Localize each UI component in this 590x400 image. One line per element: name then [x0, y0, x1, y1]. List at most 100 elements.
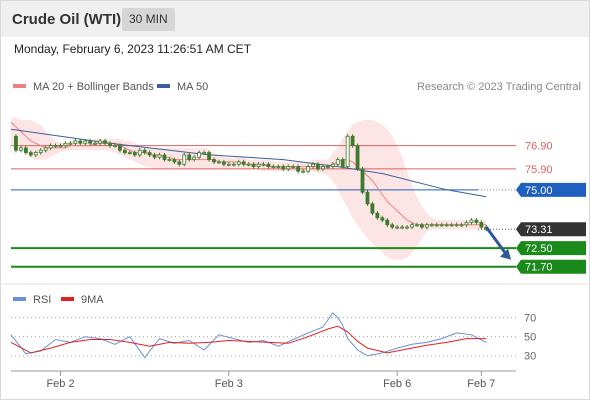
copyright-text: Research © 2023 Trading Central — [417, 81, 581, 93]
candle-body — [28, 152, 33, 156]
candle-body — [330, 163, 335, 167]
candle-body — [311, 163, 315, 167]
candle-body — [350, 135, 355, 147]
candle-body — [449, 224, 454, 227]
candle-body — [365, 191, 370, 205]
timestamp: Monday, February 6, 2023 11:26:51 AM CET — [14, 42, 252, 56]
candle-body — [236, 161, 241, 165]
legend-label: 9MA — [81, 294, 104, 306]
candle-body — [14, 135, 18, 151]
candle-body — [212, 159, 216, 163]
interval-button[interactable]: 30 MIN — [122, 8, 175, 31]
candle-body — [207, 152, 211, 160]
candle-body — [469, 219, 474, 223]
candle-body — [271, 166, 276, 168]
candle-body — [360, 168, 365, 193]
candle-body — [226, 163, 231, 166]
rsi-tick-label: 70 — [524, 313, 536, 325]
candle-body — [73, 140, 78, 144]
x-tick-label: Feb 2 — [46, 378, 74, 390]
candle-body — [221, 161, 226, 165]
support-label: 72.50 — [525, 243, 553, 255]
legend-label: MA 50 — [177, 81, 208, 93]
candle-body — [38, 149, 43, 153]
candle-body — [444, 224, 449, 227]
rsi-ma-line — [10, 325, 487, 354]
legend-label: MA 20 + Bollinger Bands — [33, 81, 154, 93]
candle-body — [464, 222, 469, 226]
candle-body — [385, 219, 390, 226]
rsi-ma-swatch — [61, 297, 74, 301]
candle-body — [266, 163, 271, 167]
support-label-box — [516, 241, 586, 256]
forecast-arrow-head — [500, 248, 512, 260]
candle-body — [19, 147, 23, 151]
candle-body — [306, 166, 310, 172]
candle-body — [400, 226, 405, 229]
candle-body — [340, 159, 345, 167]
ma20-swatch — [13, 84, 26, 88]
candle-body — [108, 142, 112, 147]
candle-body — [53, 145, 58, 148]
candle-body — [167, 159, 172, 161]
candle-body — [142, 149, 147, 153]
pivot-label-box — [516, 182, 586, 197]
candle-body — [83, 140, 88, 144]
rsi-line — [10, 312, 487, 359]
candle-body — [405, 226, 409, 229]
candle-body — [355, 145, 360, 170]
ma50-swatch — [157, 84, 170, 88]
candle-body — [23, 147, 28, 153]
candle-body — [424, 224, 429, 228]
candle-body — [296, 166, 301, 172]
last-price-label-box — [516, 222, 586, 237]
last-price-label: 73.31 — [525, 224, 553, 236]
candle-body — [132, 152, 137, 156]
candle-body — [380, 217, 385, 221]
candle-body — [127, 152, 132, 154]
candle-body — [415, 224, 419, 227]
candle-body — [147, 152, 152, 156]
candle-body — [58, 145, 63, 148]
candle-body — [78, 140, 83, 144]
ma50-line — [10, 128, 487, 198]
candle-body — [177, 161, 182, 165]
candle-body — [370, 203, 375, 214]
candle-body — [187, 154, 192, 160]
rsi-swatch — [13, 297, 26, 301]
candle-body — [152, 154, 157, 158]
candle-body — [63, 142, 68, 147]
candle-body — [335, 159, 340, 165]
candle-body — [246, 163, 251, 166]
resistance-label: 75.90 — [525, 164, 553, 176]
candle-body — [256, 163, 261, 167]
candle-body — [261, 163, 266, 166]
candle-body — [137, 149, 142, 156]
candle-body — [231, 163, 236, 166]
x-tick-label: Feb 6 — [383, 378, 411, 390]
candle-body — [197, 152, 202, 158]
rsi-tick-label: 50 — [524, 332, 536, 344]
support-label-box — [516, 259, 586, 274]
candle-body — [202, 152, 206, 154]
candle-body — [410, 224, 414, 228]
candle-body — [390, 224, 395, 228]
x-tick-label: Feb 7 — [467, 378, 495, 390]
candle-body — [301, 170, 306, 173]
candle-body — [93, 142, 98, 145]
candle-body — [375, 212, 380, 219]
candle-body — [157, 154, 162, 158]
support-label: 71.70 — [525, 262, 553, 274]
resistance-label: 76.90 — [525, 141, 553, 153]
candle-body — [454, 224, 459, 227]
candle-body — [321, 166, 325, 170]
candle-body — [291, 166, 296, 168]
candle-body — [434, 224, 439, 227]
candle-body — [68, 142, 73, 145]
candle-body — [251, 163, 256, 167]
candle-body — [276, 166, 281, 168]
instrument-title: Crude Oil (WTI) — [12, 11, 122, 28]
candle-body — [98, 140, 103, 144]
candle-body — [192, 156, 197, 160]
